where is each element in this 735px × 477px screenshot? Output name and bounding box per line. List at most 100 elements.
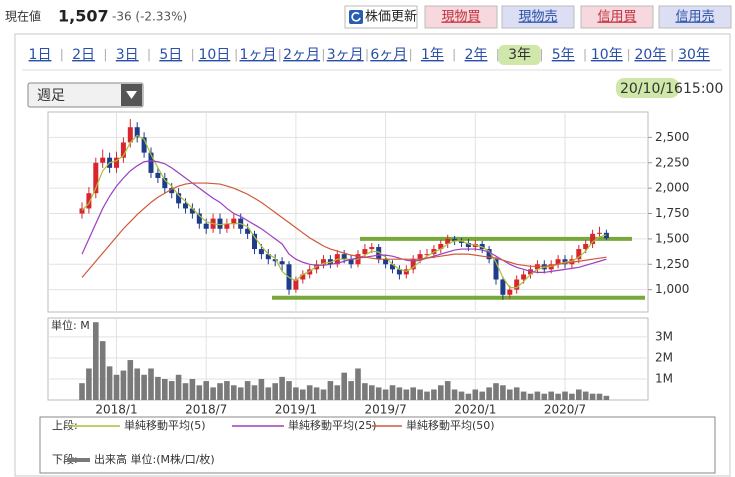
candle-body (224, 223, 230, 229)
price-label: 現在値 (5, 9, 41, 24)
volume-bar (272, 383, 278, 400)
volume-bar (389, 385, 396, 400)
volume-bar (251, 385, 258, 400)
period-tab[interactable]: 3年 (508, 47, 531, 63)
volume-bar (438, 385, 444, 400)
period-tab[interactable]: 6ヶ月 (370, 47, 407, 63)
volume-bar (458, 391, 465, 400)
candle-body (100, 157, 106, 163)
period-tab[interactable]: 30年 (678, 47, 710, 63)
volume-bar (189, 378, 196, 400)
period-tab[interactable]: 10日 (198, 47, 230, 63)
y-tick-label: 3M (655, 329, 673, 343)
candle-body (300, 274, 306, 280)
candle-body (390, 264, 395, 270)
candle-body (521, 274, 527, 280)
volume-bar (120, 370, 127, 400)
refresh-icon (349, 10, 363, 24)
candle-body (576, 249, 582, 260)
button-label[interactable]: 現物買 (441, 10, 480, 25)
volume-bar (93, 322, 99, 400)
candle-body (348, 259, 354, 265)
volume-bar (410, 387, 416, 400)
volume-bar (375, 387, 382, 400)
button[interactable] (580, 5, 654, 29)
candle-body (114, 157, 119, 168)
candle-body (486, 249, 492, 260)
candle-body (514, 279, 520, 290)
volume-bar (555, 393, 561, 400)
tab-separator: | (191, 48, 195, 62)
candle-body (603, 232, 609, 239)
button[interactable] (658, 5, 732, 29)
candle-body (452, 238, 458, 241)
tab-separator: | (103, 48, 107, 62)
chart-frame (14, 33, 731, 477)
tab-separator: | (496, 48, 500, 62)
volume-bar (348, 381, 354, 400)
button[interactable] (501, 5, 575, 29)
volume-bar (444, 381, 451, 400)
volume-bar (548, 391, 554, 400)
candle-body (120, 142, 126, 158)
dropdown-arrow (126, 91, 137, 99)
price-change: -36 (-2.33%) (112, 10, 187, 24)
period-tab[interactable]: 10年 (591, 47, 623, 63)
volume-bar (196, 385, 203, 400)
tab-separator: | (670, 48, 674, 62)
period-tab[interactable]: 2年 (465, 47, 488, 63)
x-tick-label: 2020/1 (454, 403, 496, 417)
button[interactable] (344, 5, 418, 29)
volume-bar (562, 391, 568, 400)
period-tab[interactable]: 5年 (552, 47, 575, 63)
period-tab[interactable]: 2ヶ月 (283, 47, 320, 63)
volume-bar (155, 376, 161, 400)
tab-separator: | (627, 48, 631, 62)
tab-separator: | (147, 48, 151, 62)
tab-selected (498, 45, 541, 65)
tab-separator: | (583, 48, 587, 62)
volume-panel (47, 317, 649, 401)
period-tab[interactable]: 1ヶ月 (240, 47, 277, 63)
candle-body (265, 254, 271, 260)
volume-bar (79, 383, 85, 400)
y-tick-label: 1,250 (655, 257, 689, 271)
button[interactable] (424, 5, 498, 29)
volume-bar (465, 393, 472, 400)
button-label[interactable]: 信用売 (675, 9, 714, 25)
volume-bar (334, 385, 341, 400)
period-tab[interactable]: 1年 (421, 47, 444, 63)
volume-bar (313, 387, 320, 400)
volume-bar (182, 383, 189, 400)
candle-body (438, 243, 444, 250)
candle-body (590, 233, 596, 244)
candle-body (417, 254, 423, 260)
tab-separator: | (278, 48, 282, 62)
moving-average (81, 160, 607, 274)
volume-bar (293, 387, 299, 400)
button-label[interactable]: 現物売 (518, 9, 557, 25)
candle-body (258, 249, 264, 255)
period-tab[interactable]: 3ヶ月 (327, 47, 364, 63)
button-label[interactable]: 株価更新 (365, 9, 417, 25)
dropdown[interactable] (27, 82, 144, 108)
volume-bar (479, 391, 485, 400)
timestamp-time: 15:00 (683, 81, 723, 97)
tab-separator: | (321, 48, 325, 62)
tab-separator: | (409, 48, 413, 62)
period-tab[interactable]: 3日 (116, 47, 139, 63)
candle-body (155, 172, 161, 178)
button-label[interactable]: 信用買 (597, 10, 636, 25)
volume-bar (355, 368, 361, 400)
volume-bar (127, 360, 134, 400)
legend-entry: 単純移動平均(50) (406, 418, 495, 432)
period-tab[interactable]: 2日 (72, 47, 95, 63)
candle-body (252, 233, 257, 250)
period-tab[interactable]: 1日 (29, 47, 52, 63)
legend-label: 下段: (52, 452, 78, 466)
volume-bar (500, 385, 506, 400)
legend-entry: 出来高 単位:(M株/口/枚) (94, 452, 215, 466)
period-tab[interactable]: 20年 (634, 47, 666, 63)
candle-body (272, 259, 278, 262)
period-tab[interactable]: 5日 (159, 47, 182, 63)
